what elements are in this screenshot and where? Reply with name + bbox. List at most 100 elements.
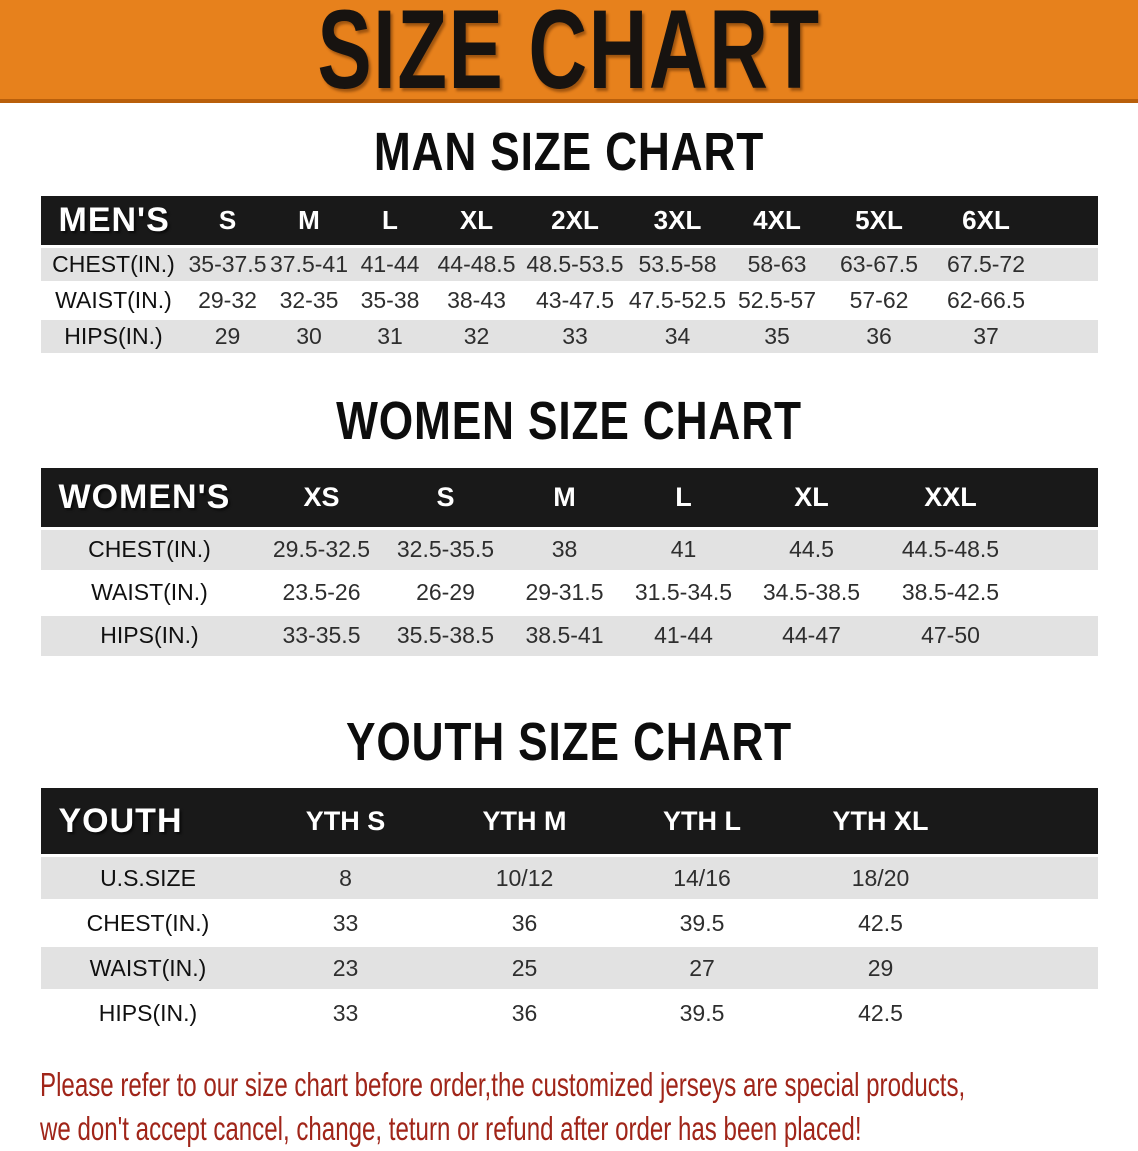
size-cell: 52.5-57 bbox=[727, 284, 827, 321]
men-section-heading: MAN SIZE CHART bbox=[0, 122, 1138, 182]
size-cell: 47.5-52.5 bbox=[627, 284, 728, 321]
measure-label: U.S.SIZE bbox=[40, 857, 256, 903]
men-header-row: MEN'S S M L XL 2XL 3XL 4XL 5XL 6XL bbox=[40, 196, 1098, 249]
notice-line-1: Please refer to our size chart before or… bbox=[40, 1066, 966, 1104]
men-hips-row: HIPS(IN.) 29 30 31 32 33 34 35 36 37 bbox=[40, 320, 1098, 357]
youth-size-column-header: YTH M bbox=[435, 788, 614, 858]
women-section-heading-text: WOMEN SIZE CHART bbox=[336, 391, 802, 452]
size-cell: 44-47 bbox=[744, 615, 879, 659]
size-cell: 34 bbox=[627, 320, 728, 357]
men-size-column-header: S bbox=[186, 196, 269, 249]
size-cell: 43-47.5 bbox=[522, 284, 628, 321]
size-cell: 33 bbox=[522, 320, 628, 357]
size-cell: 23.5-26 bbox=[258, 572, 385, 616]
size-cell: 42.5 bbox=[790, 992, 971, 1038]
size-cell: 18/20 bbox=[790, 857, 971, 903]
size-cell: 48.5-53.5 bbox=[522, 248, 628, 285]
size-cell: 44-48.5 bbox=[430, 248, 523, 285]
size-cell: 29-31.5 bbox=[506, 572, 623, 616]
size-cell: 26-29 bbox=[384, 572, 507, 616]
size-cell: 44.5-48.5 bbox=[878, 529, 1023, 573]
size-cell: 37 bbox=[931, 320, 1041, 357]
size-chart-banner: SIZE CHART bbox=[0, 0, 1138, 103]
size-cell: 38.5-41 bbox=[506, 615, 623, 659]
notice-line-2: we don't accept cancel, change, teturn o… bbox=[40, 1110, 862, 1148]
women-size-table: WOMEN'S XS S M L XL XXL CHEST(IN.) 29.5-… bbox=[40, 467, 1098, 659]
youth-size-column-header: YTH XL bbox=[790, 788, 971, 858]
men-waist-row: WAIST(IN.) 29-32 32-35 35-38 38-43 43-47… bbox=[40, 284, 1098, 321]
size-cell: 29 bbox=[790, 947, 971, 993]
size-cell: 34.5-38.5 bbox=[744, 572, 879, 616]
women-waist-row: WAIST(IN.) 23.5-26 26-29 29-31.5 31.5-34… bbox=[40, 572, 1098, 616]
women-chest-row: CHEST(IN.) 29.5-32.5 32.5-35.5 38 41 44.… bbox=[40, 529, 1098, 573]
women-size-column-header: S bbox=[384, 467, 507, 530]
size-cell: 31.5-34.5 bbox=[622, 572, 745, 616]
spacer-cell bbox=[970, 857, 1098, 903]
size-cell: 23 bbox=[255, 947, 436, 993]
measure-label: WAIST(IN.) bbox=[40, 284, 187, 321]
banner-title: SIZE CHART bbox=[317, 0, 821, 103]
size-cell: 10/12 bbox=[435, 857, 614, 903]
size-cell: 25 bbox=[435, 947, 614, 993]
size-cell: 62-66.5 bbox=[931, 284, 1041, 321]
size-cell: 41-44 bbox=[349, 248, 431, 285]
size-cell: 29 bbox=[186, 320, 269, 357]
size-cell: 37.5-41 bbox=[268, 248, 350, 285]
men-corner-label: MEN'S bbox=[40, 196, 187, 249]
measure-label: HIPS(IN.) bbox=[40, 320, 187, 357]
size-cell: 36 bbox=[435, 992, 614, 1038]
measure-label: WAIST(IN.) bbox=[40, 947, 256, 993]
youth-size-column-header: YTH S bbox=[255, 788, 436, 858]
size-cell: 14/16 bbox=[613, 857, 791, 903]
men-size-column-header: 3XL bbox=[627, 196, 728, 249]
youth-size-column-header: YTH L bbox=[613, 788, 791, 858]
size-cell: 57-62 bbox=[826, 284, 932, 321]
measure-label: WAIST(IN.) bbox=[40, 572, 259, 616]
size-cell: 35 bbox=[727, 320, 827, 357]
men-size-column-header: L bbox=[349, 196, 431, 249]
size-cell: 29.5-32.5 bbox=[258, 529, 385, 573]
spacer-cell bbox=[1022, 467, 1098, 530]
men-size-column-header: XL bbox=[430, 196, 523, 249]
size-cell: 53.5-58 bbox=[627, 248, 728, 285]
men-size-column-header: 2XL bbox=[522, 196, 628, 249]
men-size-column-header: 6XL bbox=[931, 196, 1041, 249]
men-chest-row: CHEST(IN.) 35-37.5 37.5-41 41-44 44-48.5… bbox=[40, 248, 1098, 285]
men-size-column-header: 5XL bbox=[826, 196, 932, 249]
spacer-cell bbox=[1022, 529, 1098, 573]
size-cell: 41 bbox=[622, 529, 745, 573]
size-cell: 36 bbox=[435, 902, 614, 948]
size-cell: 35-38 bbox=[349, 284, 431, 321]
size-cell: 31 bbox=[349, 320, 431, 357]
spacer-cell bbox=[970, 947, 1098, 993]
size-cell: 47-50 bbox=[878, 615, 1023, 659]
size-cell: 39.5 bbox=[613, 992, 791, 1038]
spacer-cell bbox=[1040, 284, 1098, 321]
youth-waist-row: WAIST(IN.) 23 25 27 29 bbox=[40, 947, 1098, 993]
women-corner-label: WOMEN'S bbox=[40, 467, 259, 530]
size-cell: 39.5 bbox=[613, 902, 791, 948]
spacer-cell bbox=[1022, 615, 1098, 659]
men-size-table: MEN'S S M L XL 2XL 3XL 4XL 5XL 6XL CHEST… bbox=[40, 196, 1098, 357]
youth-header-row: YOUTH YTH S YTH M YTH L YTH XL bbox=[40, 788, 1098, 858]
order-notice: Please refer to our size chart before or… bbox=[0, 1063, 1138, 1151]
size-cell: 58-63 bbox=[727, 248, 827, 285]
size-cell: 44.5 bbox=[744, 529, 879, 573]
spacer-cell bbox=[970, 902, 1098, 948]
measure-label: CHEST(IN.) bbox=[40, 902, 256, 948]
measure-label: CHEST(IN.) bbox=[40, 248, 187, 285]
spacer-cell bbox=[1022, 572, 1098, 616]
size-cell: 38-43 bbox=[430, 284, 523, 321]
size-cell: 27 bbox=[613, 947, 791, 993]
women-size-column-header: L bbox=[622, 467, 745, 530]
women-size-column-header: M bbox=[506, 467, 623, 530]
spacer-cell bbox=[1040, 320, 1098, 357]
women-header-row: WOMEN'S XS S M L XL XXL bbox=[40, 467, 1098, 530]
men-section-heading-text: MAN SIZE CHART bbox=[373, 122, 765, 182]
size-cell: 33 bbox=[255, 992, 436, 1038]
men-size-column-header: 4XL bbox=[727, 196, 827, 249]
women-size-column-header: XL bbox=[744, 467, 879, 530]
size-cell: 35-37.5 bbox=[186, 248, 269, 285]
women-hips-row: HIPS(IN.) 33-35.5 35.5-38.5 38.5-41 41-4… bbox=[40, 615, 1098, 659]
size-cell: 32-35 bbox=[268, 284, 350, 321]
